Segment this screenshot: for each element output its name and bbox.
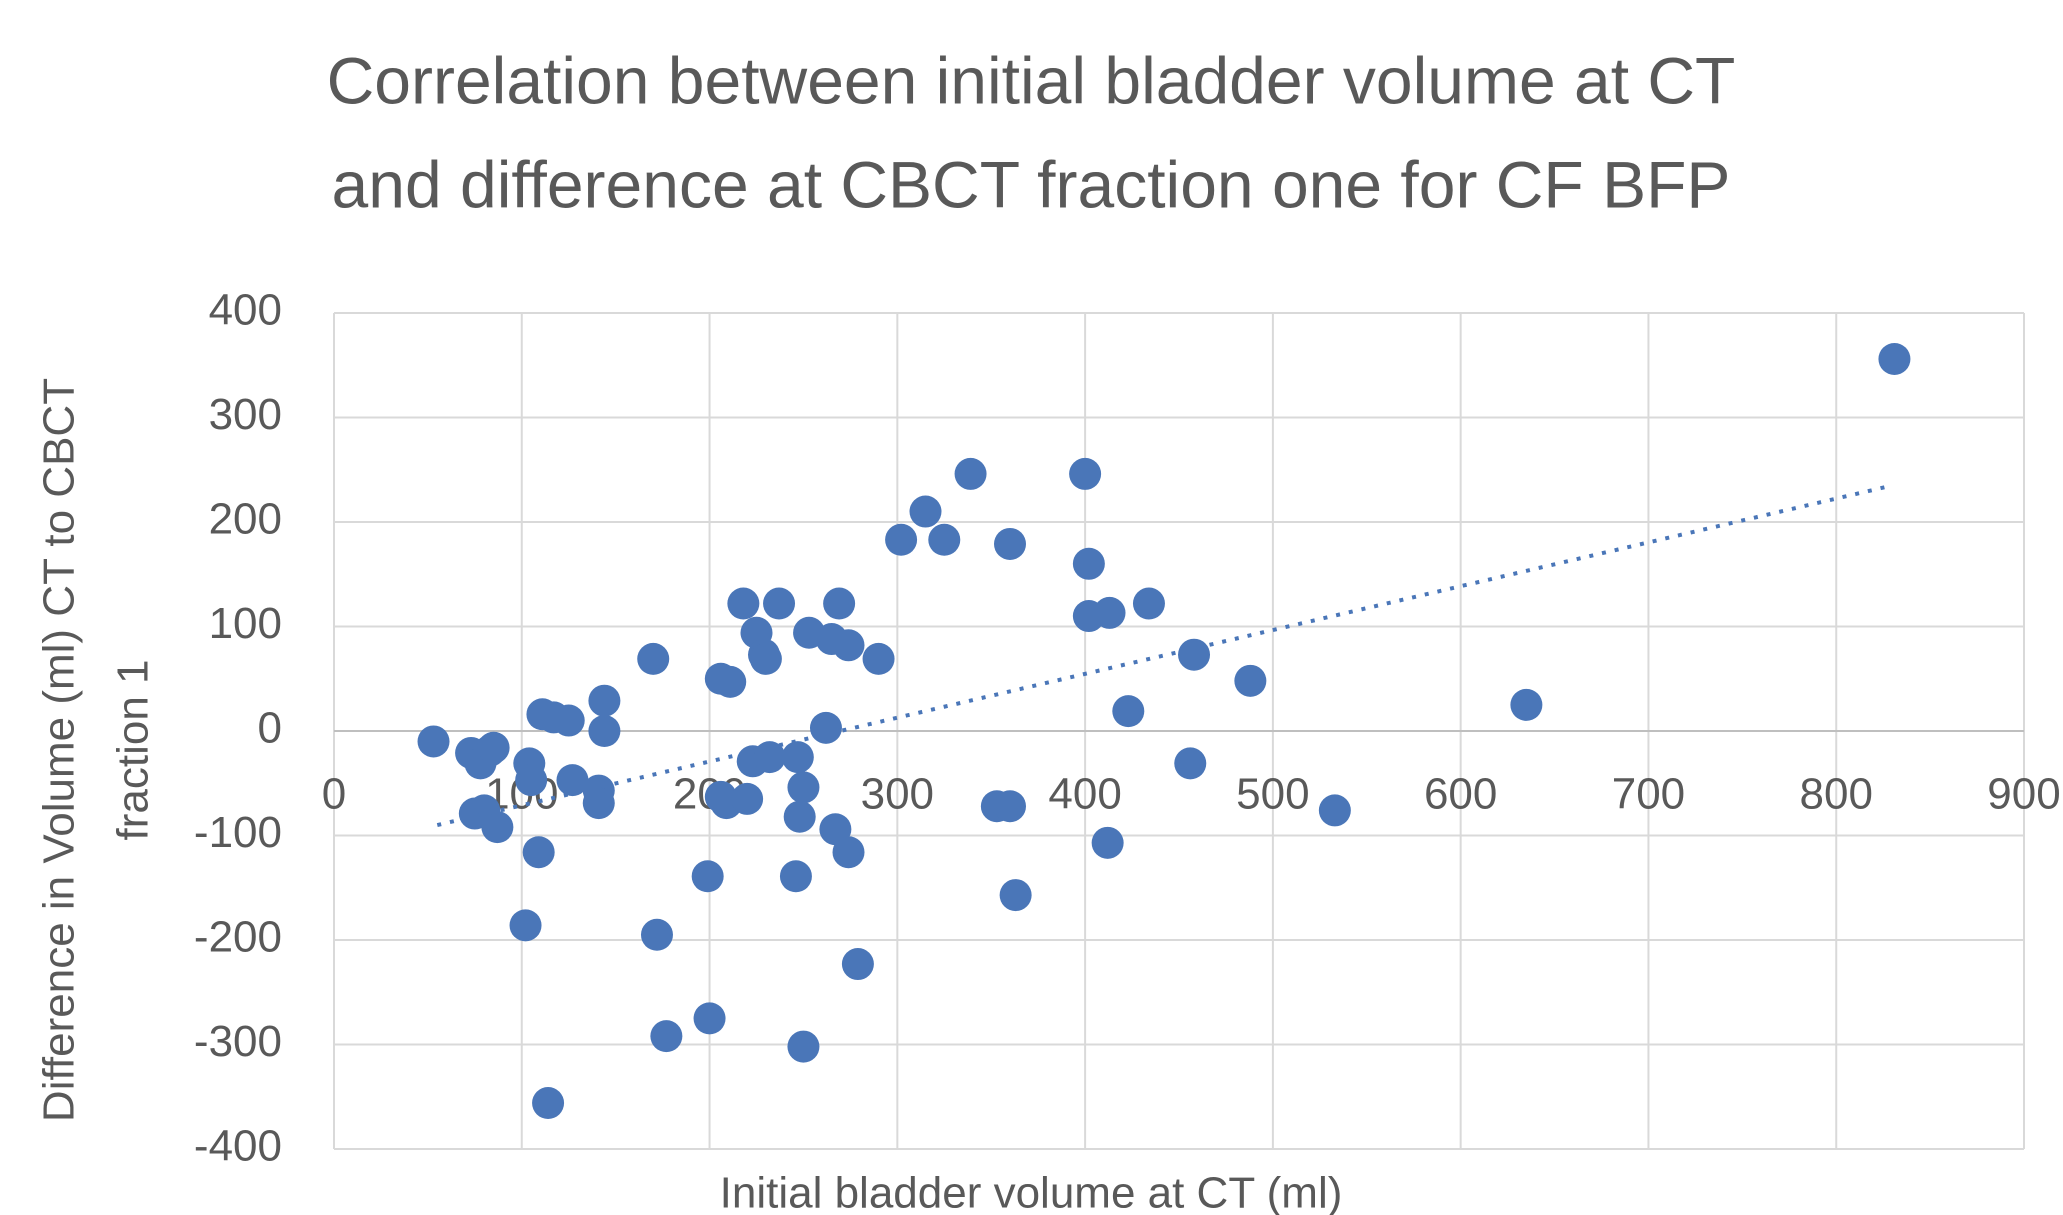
x-axis-label: Initial bladder volume at CT (ml): [720, 1169, 1343, 1215]
y-tick-label: 100: [209, 599, 282, 648]
point: [693, 1002, 726, 1035]
point: [909, 495, 942, 528]
point: [1072, 547, 1105, 580]
point: [763, 587, 796, 620]
y-axis-label: Difference in Volume (ml) CT to CBCT: [35, 378, 84, 1122]
point: [1878, 342, 1911, 375]
point: [556, 764, 589, 797]
point: [999, 879, 1032, 912]
point: [1318, 794, 1351, 827]
point: [588, 684, 621, 717]
point: [749, 642, 782, 675]
point: [994, 527, 1026, 560]
point: [862, 642, 895, 675]
point: [954, 457, 987, 490]
y-tick-label: 200: [209, 495, 282, 544]
x-tick-label: 900: [1987, 770, 2060, 819]
point: [1510, 688, 1543, 721]
point: [787, 1030, 820, 1063]
point: [515, 764, 548, 797]
point: [640, 918, 673, 951]
point: [552, 704, 585, 737]
point: [1091, 826, 1124, 859]
point: [1174, 747, 1207, 780]
point: [582, 787, 615, 820]
point: [781, 741, 814, 774]
point: [727, 587, 760, 620]
chart-title: Correlation between initial bladder volu…: [327, 43, 1736, 117]
y-tick-label: -400: [194, 1122, 282, 1171]
point: [994, 790, 1026, 823]
point: [885, 523, 918, 556]
point: [588, 715, 621, 747]
point: [753, 741, 786, 774]
y-axis-label: fraction 1: [109, 660, 158, 841]
point: [1069, 457, 1102, 490]
x-tick-label: 500: [1236, 770, 1309, 819]
point: [1093, 596, 1126, 629]
point: [650, 1020, 683, 1053]
x-tick-label: 400: [1048, 770, 1121, 819]
y-tick-label: -300: [194, 1017, 282, 1066]
point: [809, 711, 842, 744]
point: [832, 629, 865, 662]
point: [417, 725, 450, 758]
point: [637, 642, 670, 675]
y-tick-label: -200: [194, 913, 282, 962]
point: [1178, 638, 1211, 671]
point: [787, 771, 820, 804]
point: [1112, 695, 1145, 728]
point: [714, 665, 747, 698]
point: [509, 909, 542, 942]
trendline: [436, 483, 1894, 827]
point: [928, 523, 961, 556]
x-tick-label: 800: [1800, 770, 1873, 819]
point: [1132, 587, 1165, 620]
x-tick-label: 300: [861, 770, 934, 819]
point: [832, 836, 865, 869]
point: [468, 794, 501, 827]
x-tick-label: 600: [1424, 770, 1497, 819]
point: [477, 731, 510, 764]
y-tick-label: 400: [209, 286, 282, 335]
point: [779, 860, 812, 893]
point: [823, 587, 856, 620]
point: [841, 948, 874, 981]
point: [1234, 664, 1267, 697]
x-tick-label: 700: [1612, 770, 1685, 819]
point: [783, 800, 816, 833]
y-tick-label: -100: [194, 808, 282, 857]
point: [532, 1087, 565, 1120]
point: [731, 782, 764, 815]
point: [522, 836, 555, 869]
x-tick-label: 0: [322, 770, 346, 819]
y-tick-label: 0: [258, 704, 282, 753]
point: [691, 860, 724, 893]
y-tick-label: 300: [209, 390, 282, 439]
chart-title: and difference at CBCT fraction one for …: [332, 147, 1731, 221]
